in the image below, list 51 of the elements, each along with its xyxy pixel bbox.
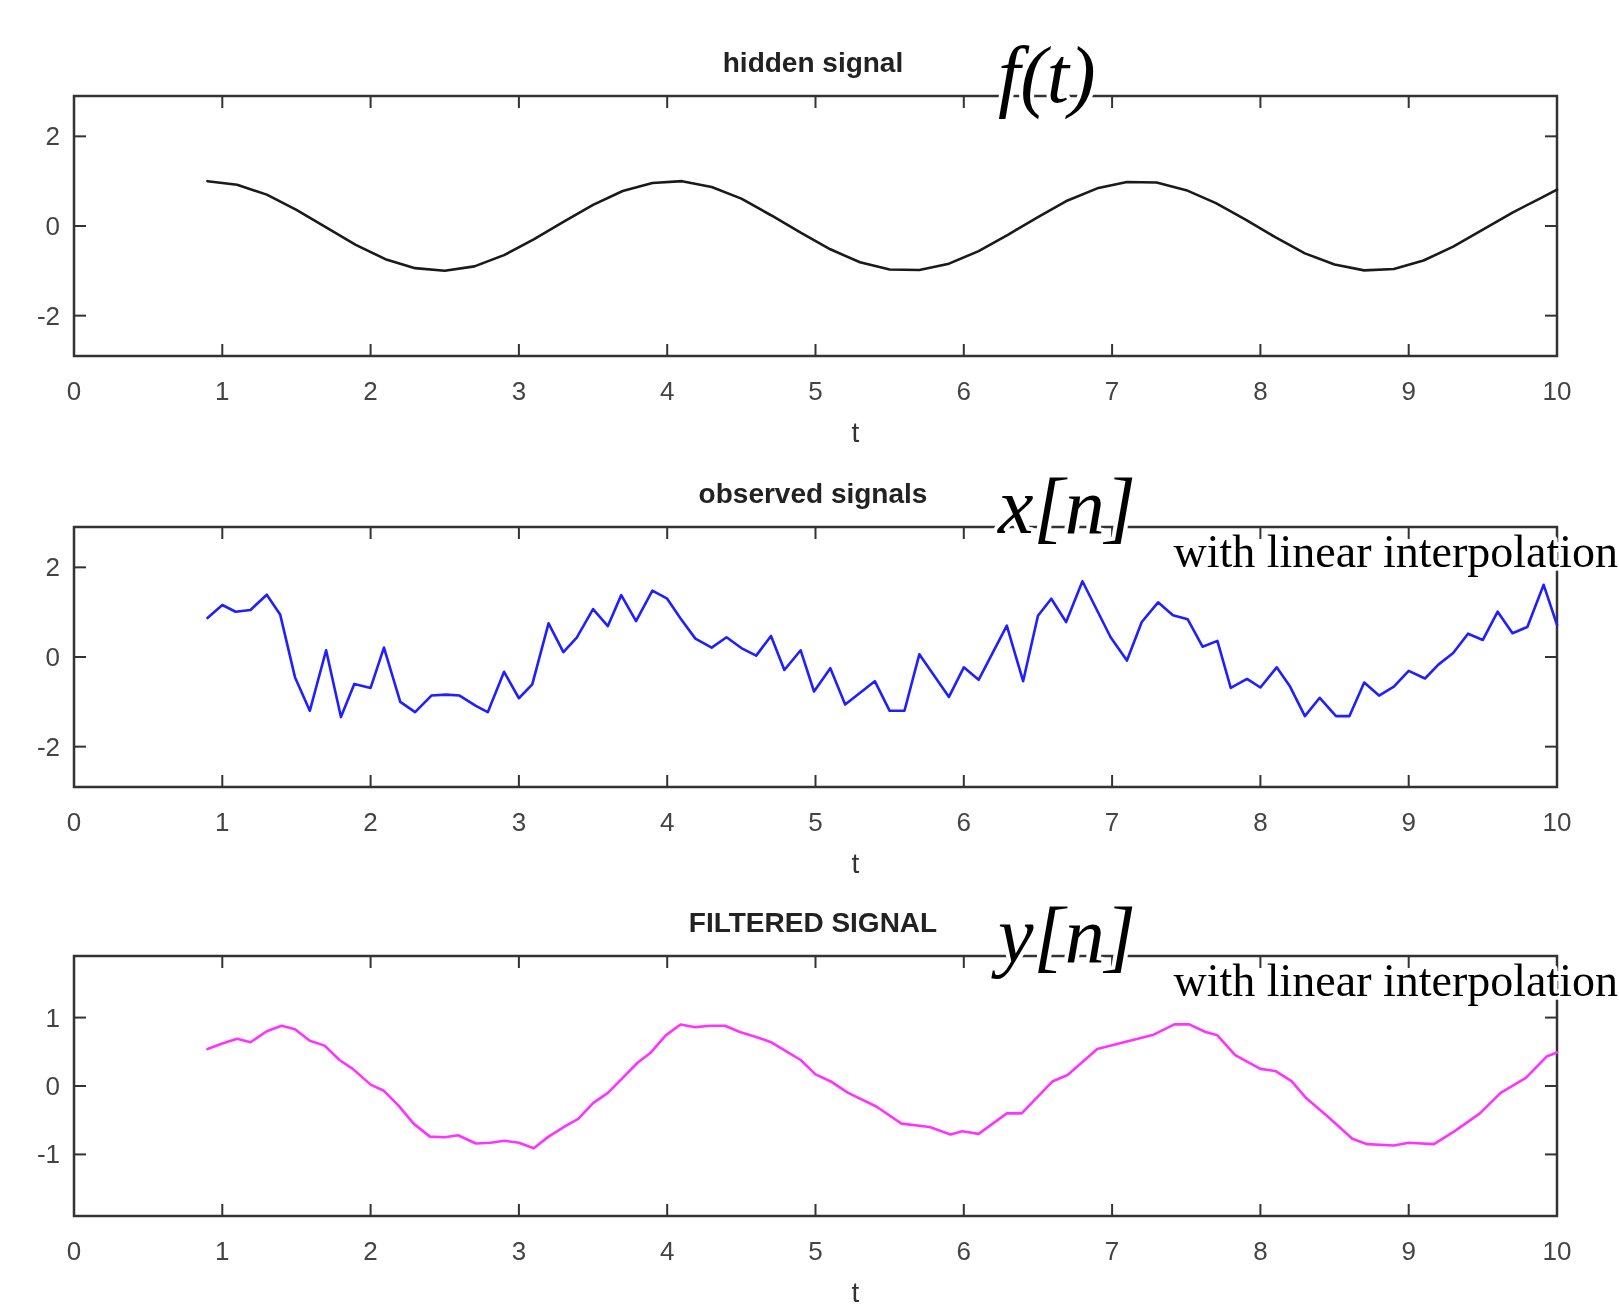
line-series: [206, 179, 1559, 273]
x-tick-label: 7: [1104, 376, 1120, 406]
x-tick-label: 6: [956, 807, 972, 837]
x-tick-label: 2: [363, 1236, 378, 1266]
y-tick-label: 0: [45, 211, 60, 241]
x-tick-label: 3: [511, 376, 527, 406]
x-tick-label: 8: [1253, 1236, 1268, 1266]
x-axis-title: t: [851, 848, 860, 879]
x-tick-label: 6: [956, 376, 972, 406]
chart-title: hidden signal: [722, 47, 904, 78]
x-tick-label: 6: [956, 1236, 972, 1266]
x-tick-label: 4: [659, 807, 675, 837]
y-tick-label: 1: [45, 1002, 60, 1033]
y-tick-label: 0: [45, 642, 60, 672]
y-tick-label: -1: [36, 1139, 60, 1170]
x-tick-label: 7: [1104, 1236, 1120, 1266]
x-tick-label: 0: [66, 1236, 82, 1266]
x-axis-title: t: [851, 417, 860, 448]
y-tick-label: -2: [36, 300, 60, 331]
y-tick-label: 0: [45, 1071, 60, 1101]
x-tick-label: 8: [1253, 807, 1268, 837]
chart-title: FILTERED SIGNAL: [688, 907, 938, 938]
y-tick-label: 2: [45, 552, 60, 583]
y-tick-label: 2: [45, 121, 60, 152]
x-tick-label: 9: [1401, 807, 1416, 837]
x-tick-label: 10: [1542, 376, 1572, 406]
x-tick-label: 4: [659, 1236, 675, 1266]
x-tick-label: 2: [363, 807, 378, 837]
x-tick-label: 10: [1542, 1236, 1572, 1266]
x-tick-label: 1: [215, 376, 230, 406]
y-tick-label: -2: [36, 731, 60, 762]
x-tick-label: 9: [1401, 376, 1416, 406]
x-tick-label: 4: [659, 376, 675, 406]
x-tick-label: 10: [1542, 807, 1572, 837]
x-tick-label: 3: [511, 1236, 527, 1266]
chart-title: observed signals: [698, 478, 928, 509]
x-tick-label: 1: [215, 1236, 230, 1266]
x-tick-label: 1: [215, 807, 230, 837]
x-tick-label: 3: [511, 807, 527, 837]
line-series: [206, 1023, 1559, 1150]
x-tick-label: 7: [1104, 807, 1120, 837]
x-tick-label: 0: [66, 807, 82, 837]
x-tick-label: 2: [363, 376, 378, 406]
x-axis-title: t: [851, 1277, 860, 1308]
x-tick-label: 9: [1401, 1236, 1416, 1266]
x-tick-label: 5: [808, 1236, 823, 1266]
x-tick-label: 0: [66, 376, 82, 406]
line-series: [206, 579, 1559, 719]
x-tick-label: 5: [808, 376, 823, 406]
x-tick-label: 8: [1253, 376, 1268, 406]
x-tick-label: 5: [808, 807, 823, 837]
